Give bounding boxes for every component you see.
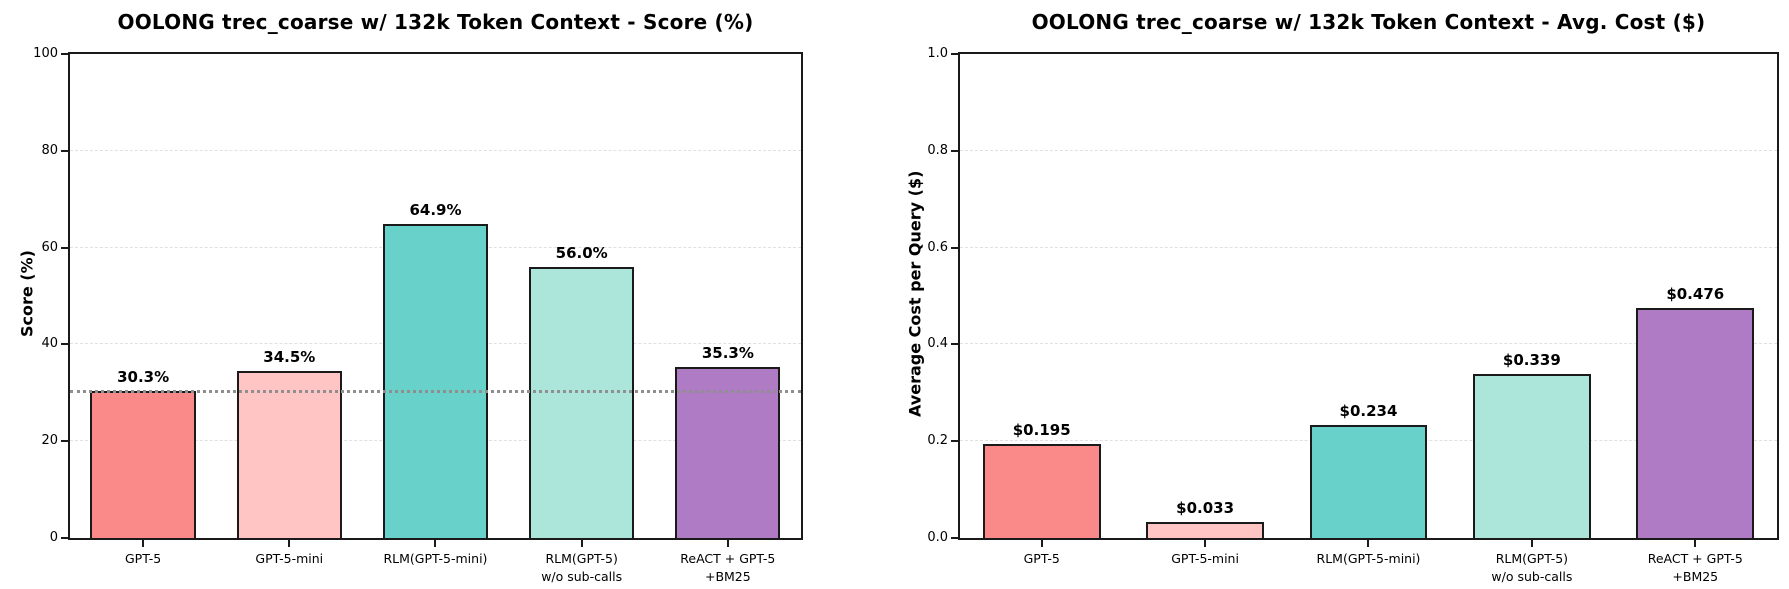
baseline-dotted-line [70,389,801,393]
y-tick-label: 80 [41,142,58,158]
bar-value-label: 34.5% [263,348,316,367]
score-chart-title: OOLONG trec_coarse w/ 132k Token Context… [117,10,754,34]
y-tick-label: 0.2 [927,433,948,449]
bar [236,371,342,538]
bar [90,391,196,538]
bar [1309,424,1428,538]
y-tick [951,440,958,443]
y-tick [951,246,958,249]
y-tick [951,537,958,539]
y-tick [951,343,958,346]
y-tick-label: 0.6 [927,239,948,255]
bar-value-label: 30.3% [117,368,170,387]
y-tick-label: 0.4 [927,336,948,352]
x-tick-label: GPT-5 [125,551,162,566]
cost-y-axis-label: Average Cost per Query ($) [905,170,925,418]
x-tick [580,540,583,547]
score-chart: OOLONG trec_coarse w/ 132k Token Context… [0,0,894,589]
bar [382,223,489,538]
x-tick-label: RLM(GPT-5-mini) [1316,551,1421,566]
bar-slot: $0.476 ReACT + GPT-5 +BM25 [1614,54,1777,584]
y-tick-label: 100 [33,46,58,61]
bar-value-label: $0.476 [1666,284,1725,303]
bar-slot: 34.5% GPT-5-mini [216,54,362,566]
cost-chart-title: OOLONG trec_coarse w/ 132k Token Context… [1031,10,1706,34]
bar-value-label: 35.3% [701,344,754,363]
grid-line [960,343,1777,345]
x-tick [142,540,145,547]
y-tick [951,53,958,55]
grid-line [960,246,1777,248]
x-tick [1367,540,1370,547]
score-y-axis-label: Score (%) [17,250,37,338]
x-tick [434,540,437,547]
x-tick-label: GPT-5-mini [1171,551,1239,566]
x-tick-label: RLM(GPT-5-mini) [383,551,488,566]
y-tick-label: 0.8 [927,142,948,158]
bar-value-label: $0.339 [1502,350,1561,369]
bar-slot: 64.9% RLM(GPT-5-mini) [362,54,508,566]
plot-area-0: 0 20 40 60 80 100 30.3% GPT-5 34.5% GPT-5-mini 64.… [33,46,803,584]
y-tick-label: 60 [41,239,58,255]
y-tick-label: 0.0 [927,530,948,545]
cost-chart: OOLONG trec_coarse w/ 132k Token Context… [894,0,1789,589]
bar-slot: $0.234 RLM(GPT-5-mini) [1287,54,1450,566]
bar-slot: 35.3% ReACT + GPT-5 +BM25 [655,54,801,584]
bar-slot: $0.195 GPT-5 [960,54,1123,566]
bar [1636,307,1755,538]
x-tick-label: ReACT + GPT-5 +BM25 [680,551,776,584]
y-tick [61,343,68,346]
bar-value-label: $0.195 [1012,420,1071,439]
bar-value-label: 56.0% [555,243,608,262]
x-tick [1694,540,1697,547]
grid-line [70,149,801,151]
y-tick [61,537,68,539]
x-tick [1530,540,1533,547]
bar [675,367,781,538]
y-tick-label: 40 [41,336,58,352]
y-tick [61,246,68,249]
bar-value-label: $0.033 [1176,499,1235,518]
y-tick [61,440,68,443]
y-tick-label: 20 [41,433,58,449]
x-tick [288,540,291,547]
bar-slot: $0.339 RLM(GPT-5) w/o sub-calls [1450,54,1613,584]
x-tick-label: GPT-5 [1023,551,1060,566]
bar [1146,522,1264,538]
bars-container: $0.195 GPT-5 $0.033 GPT-5-mini $0.234 RLM(GPT… [960,54,1777,584]
plot-area-1: 0.0 0.2 0.4 0.6 0.8 1.0 $0.195 GPT-5 $0.033 GPT-5… [927,46,1779,584]
y-tick [61,53,68,55]
bar-slot: $0.033 GPT-5-mini [1123,54,1286,566]
bar-slot: 30.3% GPT-5 [70,54,216,566]
bar-value-label: $0.234 [1339,401,1398,420]
x-tick-label: GPT-5-mini [255,551,324,566]
bar-value-label: 64.9% [409,200,462,219]
bar [529,266,635,538]
y-tick-label: 0 [49,530,58,545]
x-tick-label: ReACT + GPT-5 +BM25 [1647,551,1743,584]
y-tick [61,149,68,152]
y-tick [951,149,958,152]
bar-slot: 56.0% RLM(GPT-5) w/o sub-calls [509,54,655,584]
x-tick [1040,540,1043,547]
x-tick-label: RLM(GPT-5) w/o sub-calls [541,551,623,584]
x-tick [1204,540,1207,547]
grid-line [960,149,1777,151]
x-tick [726,540,729,547]
bar [1473,373,1591,538]
bars-container: 30.3% GPT-5 34.5% GPT-5-mini 64.9% RLM(GPT-5-… [70,54,801,584]
bar [982,443,1101,538]
x-tick-label: RLM(GPT-5) w/o sub-calls [1491,551,1573,584]
y-tick-label: 1.0 [927,46,948,61]
